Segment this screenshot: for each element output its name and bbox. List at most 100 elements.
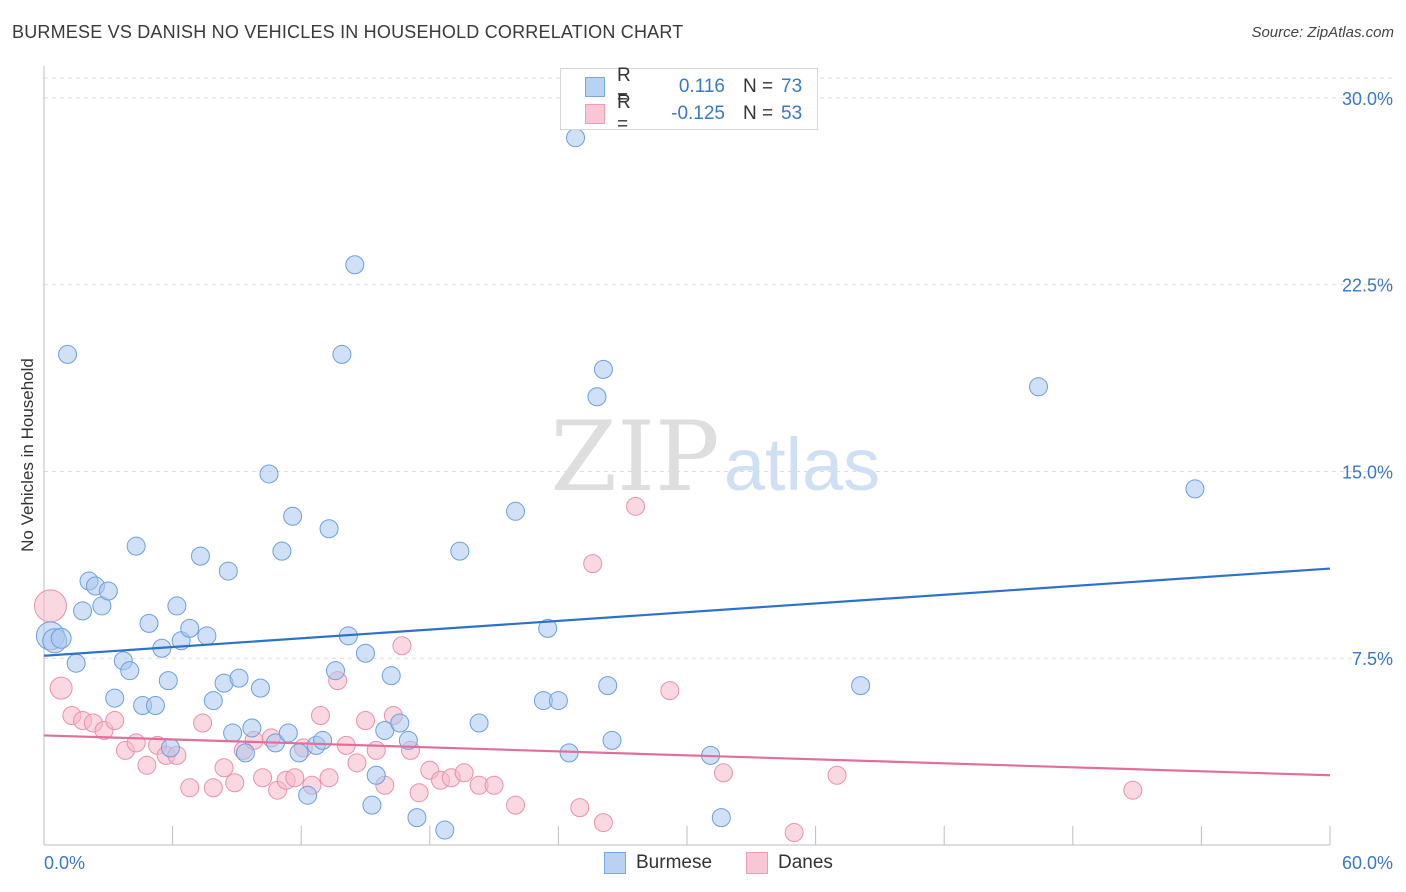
danes-point [583,554,603,574]
burmese-point [167,596,187,616]
danes-point [203,778,223,798]
burmese-point [298,785,318,805]
danes-point [454,763,474,783]
series-legend: Burmese Danes [0,852,1406,878]
y-tick-label: 22.5% [1342,276,1393,296]
danes-point [626,496,646,516]
burmese-point [851,676,871,696]
burmese-point [598,676,618,696]
burmese-point [229,668,249,688]
burmese-point [259,464,279,484]
danes-point [409,783,429,803]
danes-point [319,768,339,788]
x-tick-label: 0.0% [44,853,85,873]
burmese-point [50,627,72,649]
burmese-point [120,661,140,681]
n-label: N = [743,76,774,97]
grid-lines [44,77,1393,659]
burmese-point [73,601,93,621]
danes-point [285,768,305,788]
n-value: 73 [781,76,803,97]
y-tick-label: 30.0% [1342,89,1393,109]
legend-row-burmese: R = 0.116 N = 73 [585,65,803,108]
burmese-point [235,743,255,763]
burmese-point [469,713,489,733]
burmese-trend-line [43,567,1331,657]
danes-swatch [746,852,768,874]
r-value: -0.125 [671,103,725,124]
danes-point [214,758,234,778]
danes-point [49,676,73,700]
burmese-point [1185,479,1205,499]
burmese-point [58,344,78,364]
source-label: Source: ZipAtlas.com [1251,24,1394,41]
danes-swatch [585,104,605,124]
legend-label-burmese: Burmese [636,852,713,873]
y-axis-label: No Vehicles in Household [18,358,37,552]
danes-point [356,710,375,730]
trend-lines [43,567,1331,777]
burmese-point [506,501,526,521]
danes-point [310,706,330,726]
danes-point [253,768,273,788]
burmese-point [602,730,622,750]
legend-item-danes[interactable]: Danes [746,852,833,874]
danes-point [347,753,367,773]
tick-labels: 7.5% 15.0% 22.5% 30.0% 0.0% 60.0% [44,89,1393,873]
burmese-points [35,128,1205,840]
burmese-point [313,730,333,750]
n-label: N = [743,103,774,124]
axes [43,66,1331,846]
n-value: 53 [781,103,803,124]
burmese-point [272,541,292,561]
danes-point [713,763,733,783]
danes-point [366,740,386,760]
burmese-point [66,653,86,673]
danes-point [484,775,504,795]
danes-point [827,765,847,785]
y-tick-label: 15.0% [1342,462,1393,482]
burmese-point [158,671,178,691]
danes-point [225,773,245,793]
r-label: R = [617,92,631,135]
r-label: R = [617,65,631,108]
burmese-point [126,536,146,556]
danes-point [105,710,125,730]
burmese-point [180,618,200,638]
watermark: ZIP atlas [550,401,880,513]
burmese-point [223,723,243,743]
watermark-zip: ZIP [550,401,719,513]
burmese-point [1029,377,1049,397]
danes-point [137,755,157,775]
burmese-point [407,808,427,828]
burmese-point [218,561,238,581]
burmese-point [197,626,217,646]
chart-title: BURMESE VS DANISH NO VEHICLES IN HOUSEHO… [12,22,684,42]
burmese-point [325,661,345,681]
danes-point [392,636,412,656]
danes-point [784,823,804,843]
danes-point [126,733,146,753]
burmese-point [356,643,375,663]
burmese-point [145,696,165,716]
burmese-point [711,808,731,828]
y-tick-label: 7.5% [1352,649,1393,669]
burmese-point [139,613,159,633]
burmese-point [381,666,401,686]
burmese-point [566,128,586,148]
burmese-point [587,387,607,407]
burmese-point [289,743,309,763]
burmese-point [242,718,262,738]
burmese-point [332,344,352,364]
legend-item-burmese[interactable]: Burmese [604,852,712,874]
burmese-swatch [604,852,626,874]
legend-label-danes: Danes [778,852,833,873]
burmese-point [203,691,223,711]
burmese-point [250,678,270,698]
danes-point [180,778,200,798]
danes-point [570,798,590,818]
burmese-point [548,691,568,711]
watermark-atlas: atlas [724,423,880,506]
burmese-point [319,519,339,539]
